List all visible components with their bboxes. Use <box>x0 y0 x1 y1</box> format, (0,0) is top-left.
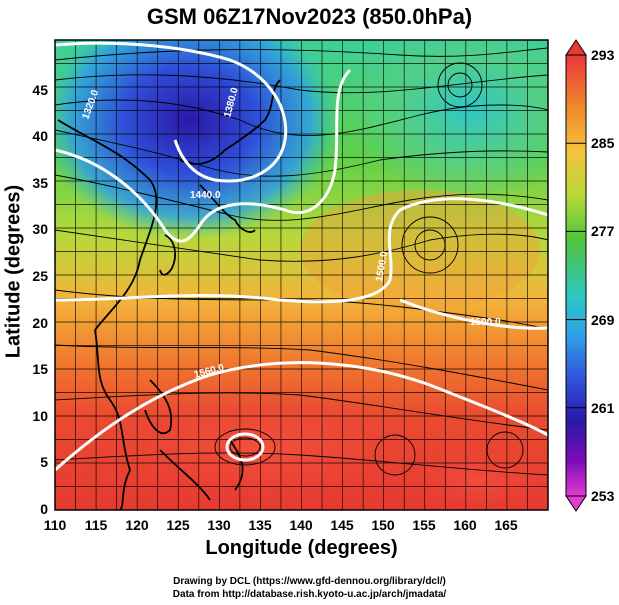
y-tick-label: 35 <box>32 174 48 191</box>
x-tick-label: 155 <box>412 517 436 533</box>
credit-data: Data from http://database.rish.kyoto-u.a… <box>172 589 447 600</box>
x-tick-label: 140 <box>289 517 313 533</box>
y-tick-label: 5 <box>40 454 48 471</box>
colorbar <box>565 39 587 512</box>
x-axis-label: Longitude (degrees) <box>205 537 398 559</box>
x-tick-label: 120 <box>125 517 149 533</box>
plot-frame <box>54 39 549 511</box>
x-tick-label: 115 <box>84 517 108 533</box>
y-tick-label: 15 <box>32 361 48 378</box>
x-tick-label: 160 <box>453 517 477 533</box>
y-tick-label: 10 <box>32 407 48 424</box>
colorbar-label: 293 <box>591 47 615 63</box>
x-tick-label: 145 <box>330 517 354 533</box>
y-tick-label: 30 <box>32 221 48 238</box>
height-contours <box>55 41 548 472</box>
x-tick-label: 110 <box>43 517 67 533</box>
colorbar-label: 253 <box>591 488 615 504</box>
colorbar-label: 261 <box>591 399 615 416</box>
colorbar-min-triangle <box>565 495 587 512</box>
x-tick-label: 125 <box>166 517 190 533</box>
contour-label: 1500.0 <box>470 317 501 328</box>
x-tick-label: 135 <box>248 517 272 533</box>
contour-label: 1500.0 <box>374 250 390 282</box>
colorbar-label: 285 <box>591 135 615 152</box>
y-tick-label: 0 <box>40 501 48 517</box>
temperature-shading <box>55 40 548 510</box>
coastlines <box>57 79 281 510</box>
y-tick-label: 40 <box>32 128 48 145</box>
y-tick-label: 20 <box>32 314 48 331</box>
y-tick-label: 25 <box>32 268 48 284</box>
x-tick-label: 150 <box>371 517 395 533</box>
colorbar-label: 269 <box>591 311 615 328</box>
y-tick-label: 45 <box>32 81 48 98</box>
colorbar-label: 277 <box>591 223 615 240</box>
lat-lon-grid <box>55 40 548 510</box>
x-tick-label: 165 <box>494 517 518 533</box>
colorbar-max-triangle <box>565 39 587 56</box>
credit-drawing: Drawing by DCL (https://www.gfd-dennou.o… <box>173 576 446 587</box>
map-title: GSM 06Z17Nov2023 (850.0hPa) <box>146 4 473 29</box>
contour-label: 1440.0 <box>190 190 221 201</box>
x-tick-label: 130 <box>207 517 231 533</box>
